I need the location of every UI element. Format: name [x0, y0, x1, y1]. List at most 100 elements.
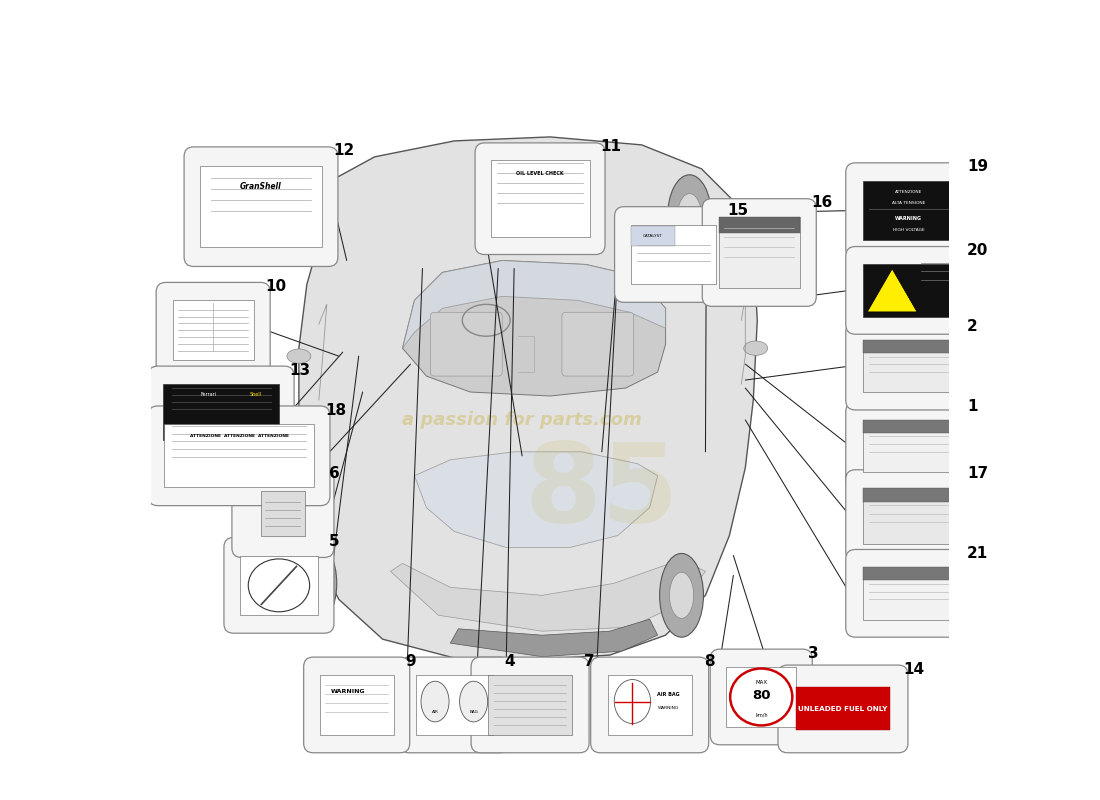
Text: 18: 18 [326, 402, 346, 418]
Polygon shape [415, 452, 658, 547]
FancyBboxPatch shape [719, 218, 800, 234]
FancyBboxPatch shape [864, 264, 955, 317]
Text: 10: 10 [265, 279, 286, 294]
Ellipse shape [249, 559, 309, 612]
FancyBboxPatch shape [864, 181, 955, 241]
Ellipse shape [302, 198, 327, 244]
FancyBboxPatch shape [156, 282, 271, 378]
Text: 4: 4 [505, 654, 515, 669]
Text: WARNING: WARNING [331, 689, 365, 694]
Text: 7: 7 [584, 654, 595, 669]
FancyBboxPatch shape [864, 487, 955, 544]
FancyBboxPatch shape [232, 470, 334, 558]
Ellipse shape [730, 669, 792, 726]
Text: 11: 11 [601, 139, 621, 154]
Ellipse shape [678, 194, 702, 240]
Ellipse shape [614, 679, 650, 723]
Ellipse shape [287, 349, 311, 363]
Ellipse shape [670, 572, 694, 618]
FancyBboxPatch shape [864, 340, 955, 393]
Text: AIR BAG: AIR BAG [658, 692, 680, 698]
FancyBboxPatch shape [591, 657, 708, 753]
Polygon shape [450, 619, 658, 657]
FancyBboxPatch shape [846, 550, 971, 637]
Text: 16: 16 [812, 195, 833, 210]
FancyBboxPatch shape [173, 301, 253, 360]
FancyBboxPatch shape [163, 384, 279, 440]
FancyBboxPatch shape [164, 424, 314, 487]
Ellipse shape [302, 560, 327, 606]
FancyBboxPatch shape [184, 147, 338, 266]
Ellipse shape [660, 554, 704, 637]
Text: km/h: km/h [755, 712, 768, 717]
Text: UNLEADED FUEL ONLY: UNLEADED FUEL ONLY [799, 706, 888, 712]
FancyBboxPatch shape [471, 657, 590, 753]
FancyBboxPatch shape [846, 402, 971, 490]
Text: a passion for parts.com: a passion for parts.com [403, 411, 642, 429]
Text: OIL LEVEL CHECK: OIL LEVEL CHECK [516, 171, 564, 176]
Ellipse shape [293, 178, 337, 262]
Text: Shell: Shell [250, 392, 262, 397]
FancyBboxPatch shape [864, 419, 955, 433]
FancyBboxPatch shape [846, 470, 971, 562]
FancyBboxPatch shape [416, 675, 493, 734]
FancyBboxPatch shape [399, 657, 509, 753]
FancyBboxPatch shape [711, 649, 812, 745]
FancyBboxPatch shape [304, 657, 409, 753]
FancyBboxPatch shape [631, 225, 716, 284]
Text: 9: 9 [405, 654, 416, 669]
FancyBboxPatch shape [241, 555, 318, 615]
FancyBboxPatch shape [726, 667, 796, 726]
Text: 14: 14 [903, 662, 924, 677]
Text: HIGH VOLTAGE: HIGH VOLTAGE [893, 228, 925, 232]
Ellipse shape [293, 542, 337, 626]
Text: GranShell: GranShell [240, 182, 282, 191]
Text: 13: 13 [289, 362, 310, 378]
Ellipse shape [744, 341, 768, 355]
FancyBboxPatch shape [607, 675, 692, 734]
Text: Ferrari: Ferrari [200, 392, 217, 397]
FancyBboxPatch shape [864, 419, 955, 472]
FancyBboxPatch shape [846, 246, 971, 334]
FancyBboxPatch shape [864, 567, 955, 620]
FancyBboxPatch shape [846, 163, 971, 258]
Text: ATTENZIONE: ATTENZIONE [895, 190, 923, 194]
Text: 21: 21 [967, 546, 988, 561]
Polygon shape [299, 137, 757, 659]
Text: CATALYST: CATALYST [642, 234, 662, 238]
Text: 2: 2 [967, 319, 978, 334]
FancyBboxPatch shape [615, 206, 733, 302]
FancyBboxPatch shape [846, 322, 971, 410]
Text: AIR: AIR [431, 710, 439, 714]
Polygon shape [403, 261, 666, 348]
FancyBboxPatch shape [148, 366, 294, 458]
FancyBboxPatch shape [864, 487, 955, 502]
Polygon shape [403, 261, 666, 396]
Polygon shape [867, 269, 917, 312]
FancyBboxPatch shape [864, 340, 955, 353]
FancyBboxPatch shape [488, 675, 572, 734]
Text: WARNING: WARNING [895, 216, 922, 222]
Text: 80: 80 [752, 689, 770, 702]
FancyBboxPatch shape [562, 312, 634, 376]
Text: 3: 3 [807, 646, 818, 661]
Text: ATTENZIONE  ATTENZIONE  ATTENZIONE: ATTENZIONE ATTENZIONE ATTENZIONE [189, 434, 288, 438]
FancyBboxPatch shape [864, 567, 955, 580]
Text: WARNING: WARNING [658, 706, 680, 710]
Text: 5: 5 [329, 534, 340, 549]
Text: 15: 15 [728, 203, 749, 218]
Text: 17: 17 [967, 466, 988, 482]
Text: BAG: BAG [470, 710, 478, 714]
FancyBboxPatch shape [148, 406, 330, 506]
Ellipse shape [668, 174, 712, 258]
Text: MAX: MAX [756, 679, 768, 685]
Ellipse shape [421, 682, 449, 722]
FancyBboxPatch shape [719, 218, 800, 287]
Text: 1: 1 [967, 398, 978, 414]
FancyBboxPatch shape [795, 687, 890, 730]
FancyBboxPatch shape [475, 143, 605, 254]
FancyBboxPatch shape [430, 312, 503, 376]
FancyBboxPatch shape [224, 538, 334, 633]
Text: 19: 19 [967, 159, 988, 174]
Polygon shape [390, 559, 705, 631]
